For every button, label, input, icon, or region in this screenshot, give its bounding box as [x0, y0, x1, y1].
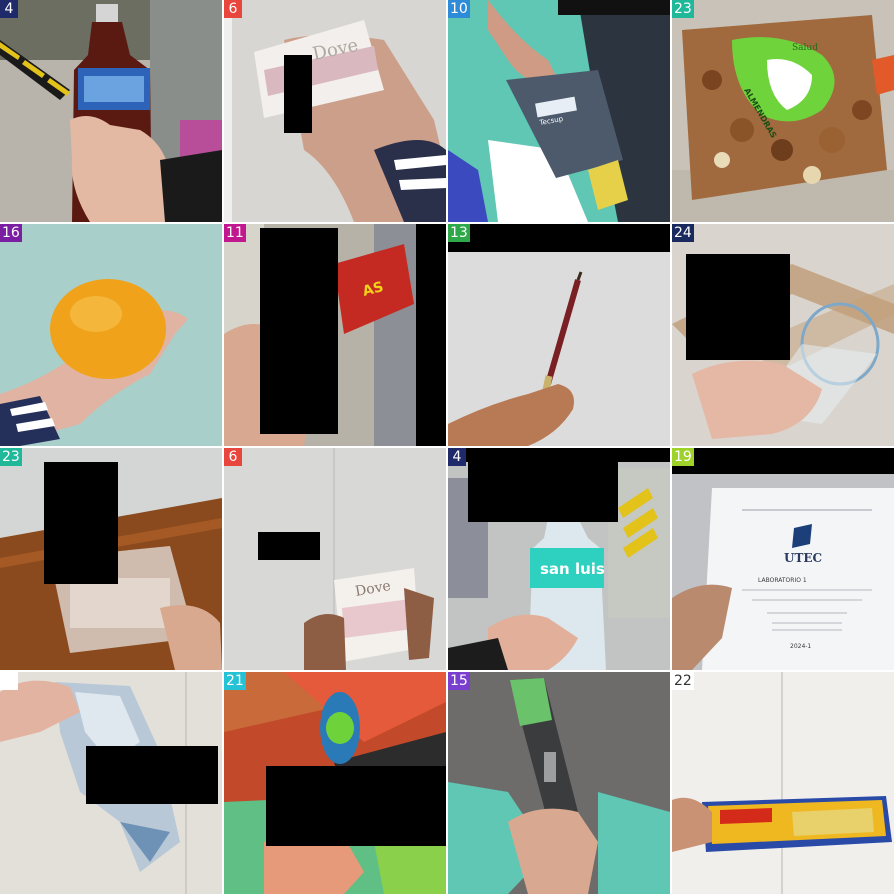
tile-image: san luis [448, 448, 670, 670]
tile-label-badge: 21 [224, 672, 246, 690]
tile-image [0, 0, 222, 222]
tile-soap-2: Dove 6 [224, 448, 446, 670]
tile-orange: 16 [0, 224, 222, 446]
tile-water: san luis 4 [448, 448, 670, 670]
tile-document: UTEC LABORATORIO 1 2024-1 19 [672, 448, 894, 670]
tile-wrapper [0, 672, 222, 894]
tile-label-badge: 19 [672, 448, 694, 466]
doc-year-text: 2024-1 [790, 643, 811, 650]
redaction-mask [284, 55, 312, 133]
tile-image: Tecsup [448, 0, 670, 222]
tile-image [672, 672, 894, 894]
tile-image: Dove [224, 448, 446, 670]
tile-snack-box: AS 11 [224, 224, 446, 446]
tile-card: Tecsup 10 [448, 0, 670, 222]
tile-image: ALMENDRAS Salud [672, 0, 894, 222]
tile-label-badge: 4 [0, 0, 18, 18]
redaction-mask [86, 746, 218, 804]
tile-label-badge [0, 672, 18, 690]
tile-label-badge: 16 [0, 224, 22, 242]
tile-pencil: 13 [448, 224, 670, 446]
utec-logo-text: UTEC [784, 551, 822, 565]
tile-image [0, 224, 222, 446]
tile-label-badge: 22 [672, 672, 694, 690]
tile-bottle: 4 [0, 0, 222, 222]
tile-label-badge: 4 [448, 448, 466, 466]
soap-brand-text: Dove [354, 578, 392, 600]
tile-packet: 21 [224, 672, 446, 894]
tile-tray: 23 [0, 448, 222, 670]
redaction-mask [686, 254, 790, 360]
tile-label-badge: 13 [448, 224, 470, 242]
redaction-mask [260, 228, 338, 434]
tile-glass: 24 [672, 224, 894, 446]
tile-image [448, 224, 670, 446]
tile-label-badge: 23 [672, 0, 694, 18]
redaction-mask [468, 462, 618, 522]
tile-label-badge: 15 [448, 672, 470, 690]
nuts-label-2: Salud [792, 43, 818, 53]
redaction-mask [416, 224, 446, 446]
redaction-mask [258, 532, 320, 560]
water-brand-text: san luis [540, 560, 605, 578]
doc-title-text: LABORATORIO 1 [758, 577, 807, 584]
redaction-mask [266, 766, 446, 846]
tile-label-badge: 10 [448, 0, 470, 18]
tile-label-badge: 11 [224, 224, 246, 242]
tile-wafer: 22 [672, 672, 894, 894]
tile-nuts: ALMENDRAS Salud 23 [672, 0, 894, 222]
tile-label-badge: 6 [224, 448, 242, 466]
tile-soap: Dove 6 [224, 0, 446, 222]
snack-text: AS [361, 279, 385, 300]
redaction-mask [44, 462, 118, 584]
tile-label-badge: 6 [224, 0, 242, 18]
tile-image: UTEC LABORATORIO 1 2024-1 [672, 448, 894, 670]
tile-stick: 15 [448, 672, 670, 894]
tile-label-badge: 23 [0, 448, 22, 466]
tile-image: Dove [224, 0, 446, 222]
tile-image [448, 672, 670, 894]
tile-label-badge: 24 [672, 224, 694, 242]
